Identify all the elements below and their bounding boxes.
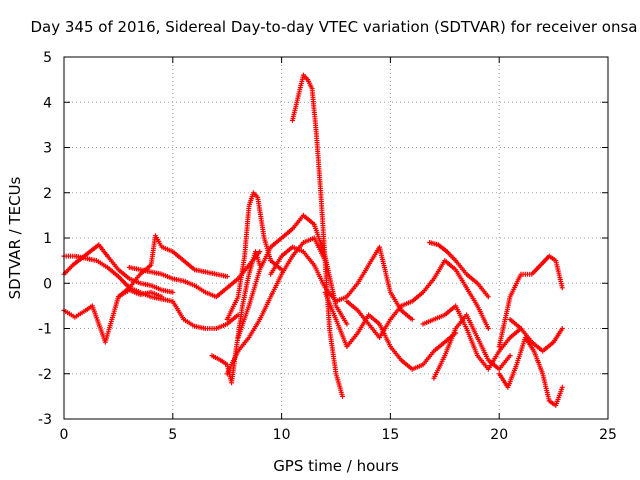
series-s17 [496,253,565,350]
x-tick-label: 0 [60,427,69,443]
series-s10 [290,72,345,399]
series-s2 [61,242,176,295]
plus-markers [126,249,263,300]
plus-markers [496,335,565,408]
y-tick-label: -3 [38,412,52,428]
plus-markers [431,312,513,381]
series-s16 [431,312,513,381]
chart-title: Day 345 of 2016, Sidereal Day-to-day VTE… [31,18,638,36]
x-tick-label: 5 [168,427,177,443]
y-tick-label: 0 [43,276,52,292]
series-s9 [235,212,350,341]
series-s11 [268,244,415,322]
plot-marks [61,72,565,408]
series-s18 [496,335,565,408]
plus-markers [427,240,491,300]
plus-markers [507,316,565,354]
y-tick-label: -1 [38,322,52,338]
plus-markers [224,235,328,377]
plus-markers [235,212,350,341]
series-s8 [224,235,328,377]
plus-markers [61,242,176,295]
y-tick-label: 1 [43,231,52,247]
series-s19 [507,316,565,354]
y-tick-label: 5 [43,50,52,66]
x-tick-label: 10 [273,427,291,443]
y-axis-label: SDTVAR / TECUs [6,176,24,299]
y-tick-label: 2 [43,186,52,202]
y-tick-label: -2 [38,367,52,383]
x-tick-label: 25 [599,427,617,443]
y-tick-label: 3 [43,141,52,157]
plus-markers [496,253,565,350]
series-s15 [427,240,491,300]
series-s12 [322,289,459,372]
x-tick-label: 15 [381,427,399,443]
series-s5 [126,249,263,300]
plus-markers [344,258,491,341]
x-tick-label: 20 [490,427,508,443]
y-axis-ticks: -3 -2 -1 0 1 2 3 4 5 [38,50,608,428]
series-s13 [344,258,491,341]
plus-markers [290,72,345,399]
x-axis-label: GPS time / hours [273,457,399,475]
y-tick-label: 4 [43,95,52,111]
plus-markers [268,244,415,322]
plus-markers [322,289,459,372]
x-axis-ticks: 0 5 10 15 20 25 [60,57,617,443]
